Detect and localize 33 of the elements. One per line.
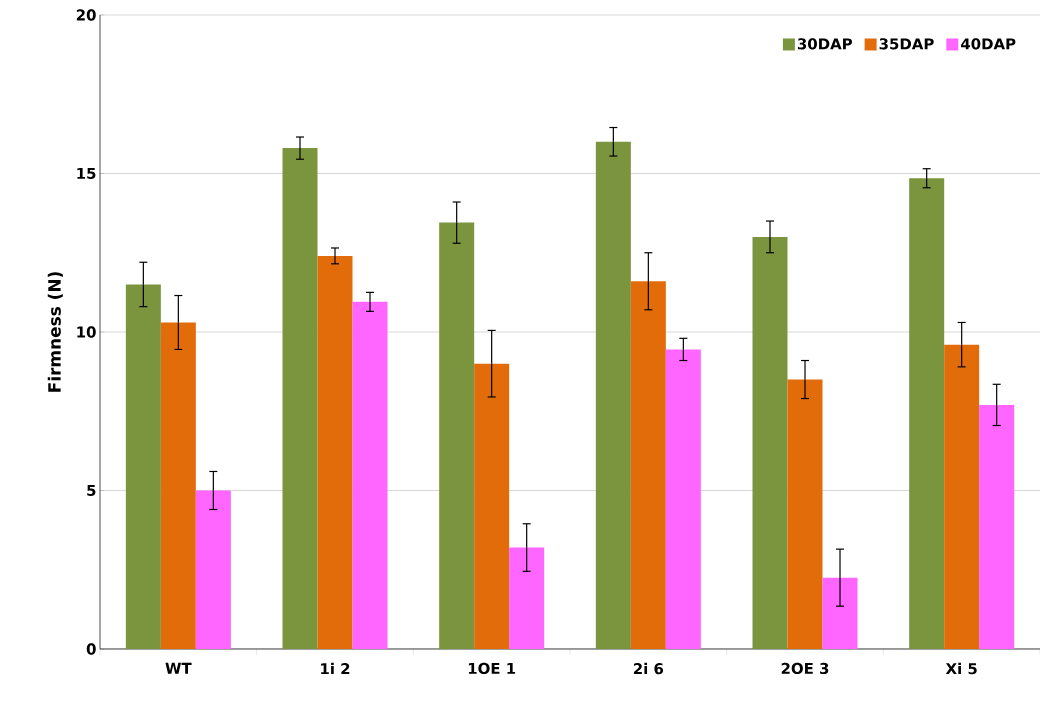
bar bbox=[439, 222, 475, 649]
bar bbox=[509, 547, 545, 649]
x-tick-label: WT bbox=[165, 662, 192, 674]
bar bbox=[352, 301, 388, 649]
bar bbox=[665, 349, 701, 649]
bar bbox=[282, 148, 318, 649]
bar bbox=[317, 255, 353, 649]
legend-label: 30DAP bbox=[797, 38, 852, 50]
y-axis-title: Firmness (N) bbox=[47, 272, 63, 392]
y-tick-label: 20 bbox=[76, 9, 96, 21]
bar bbox=[195, 490, 231, 649]
bar bbox=[909, 178, 945, 649]
x-tick-label: Xi 5 bbox=[945, 662, 977, 675]
y-tick-label: 0 bbox=[86, 643, 96, 655]
bar bbox=[944, 344, 980, 649]
bar bbox=[630, 281, 666, 649]
bar bbox=[125, 284, 161, 649]
y-tick-label: 5 bbox=[87, 484, 96, 497]
bar bbox=[822, 577, 858, 649]
x-tick-label: 2OE 3 bbox=[781, 662, 829, 675]
x-tick-label: 2i 6 bbox=[633, 662, 664, 675]
bar bbox=[474, 363, 510, 649]
bar bbox=[595, 141, 631, 649]
bar bbox=[752, 236, 788, 649]
bar bbox=[787, 379, 823, 649]
bar bbox=[160, 322, 196, 649]
legend-label: 40DAP bbox=[960, 38, 1016, 50]
x-tick-label: 1OE 1 bbox=[468, 662, 516, 675]
legend-label: 35DAP bbox=[879, 38, 934, 50]
y-tick-label: 10 bbox=[77, 326, 96, 338]
bar bbox=[979, 404, 1015, 649]
y-tick-label: 15 bbox=[77, 167, 96, 180]
x-tick-label: 1i 2 bbox=[321, 662, 350, 675]
